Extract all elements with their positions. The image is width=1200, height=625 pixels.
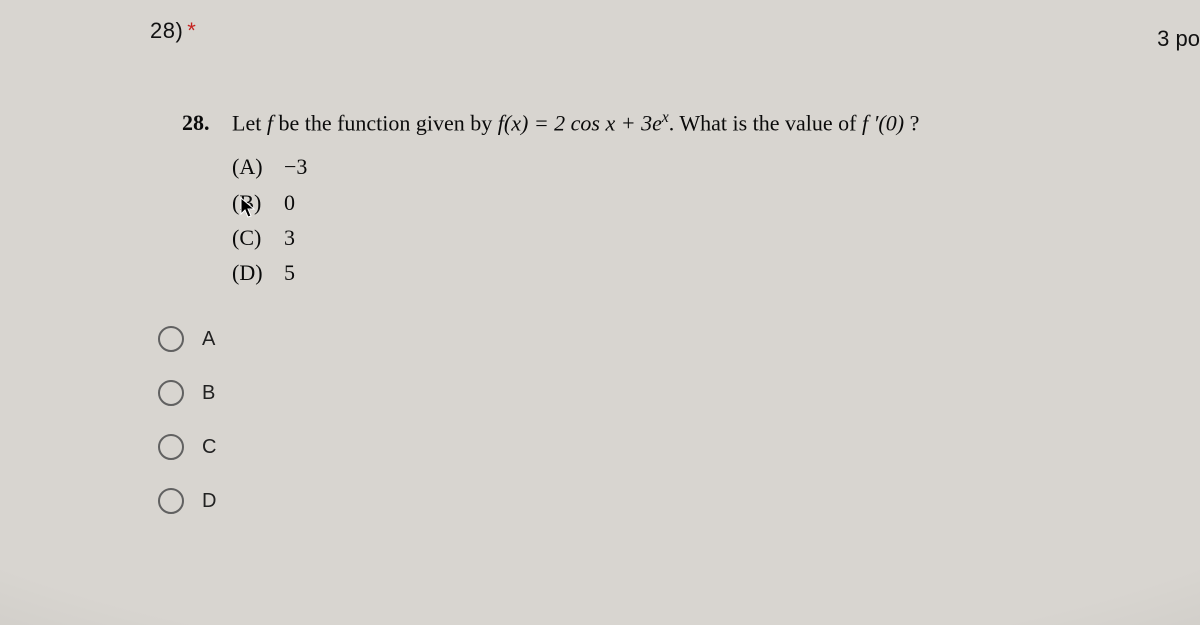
- answer-label: B: [202, 382, 215, 405]
- answer-option-b[interactable]: B: [158, 380, 215, 406]
- radio-icon: [158, 326, 184, 352]
- problem-stem-row: 28. Let f be the function given by f(x) …: [182, 106, 1200, 139]
- answer-label: C: [202, 436, 216, 459]
- answer-option-c[interactable]: C: [158, 434, 216, 460]
- question-header: 28)*: [150, 18, 1200, 44]
- problem-choice-a: (A) −3: [232, 149, 1200, 184]
- radio-icon: [158, 434, 184, 460]
- problem-image-region: 28. Let f be the function given by f(x) …: [182, 106, 1200, 290]
- problem-number: 28.: [182, 110, 214, 136]
- points-label: 3 po: [1157, 26, 1200, 52]
- problem-choices: (A) −3 (B) 0 (C) 3 (D) 5: [232, 149, 1200, 290]
- answer-option-a[interactable]: A: [158, 326, 215, 352]
- radio-icon: [158, 380, 184, 406]
- required-asterisk: *: [187, 18, 196, 43]
- quiz-question-container: 28)* 3 po 28. Let f be the function give…: [0, 0, 1200, 625]
- problem-choice-d: (D) 5: [232, 255, 1200, 290]
- answer-label: D: [202, 490, 216, 513]
- problem-choice-c: (C) 3: [232, 220, 1200, 255]
- answer-options: A B C D: [158, 326, 1200, 514]
- radio-icon: [158, 488, 184, 514]
- answer-option-d[interactable]: D: [158, 488, 216, 514]
- question-number: 28): [150, 18, 183, 43]
- answer-label: A: [202, 328, 215, 351]
- problem-choice-b: (B) 0: [232, 185, 1200, 220]
- problem-stem: Let f be the function given by f(x) = 2 …: [232, 106, 919, 139]
